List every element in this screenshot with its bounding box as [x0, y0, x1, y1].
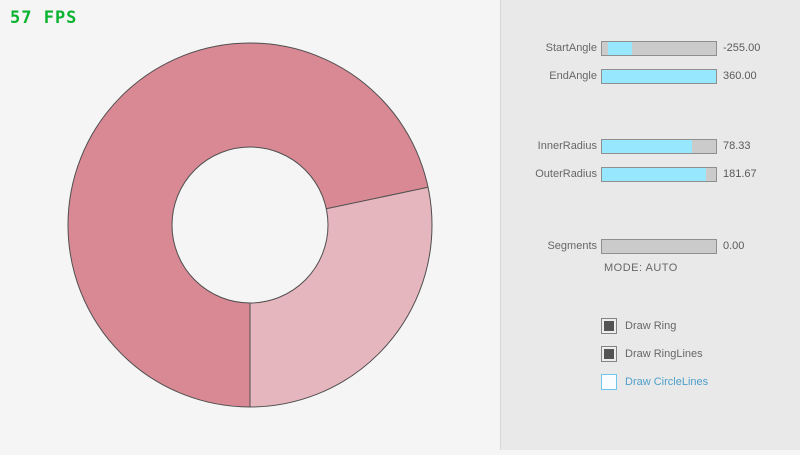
- outerradius-label: OuterRadius: [535, 168, 597, 180]
- ring-line-right: [326, 186, 429, 210]
- segments-value: 0.00: [723, 240, 745, 252]
- outerradius-slider[interactable]: [601, 167, 717, 182]
- segments-label: Segments: [547, 240, 597, 252]
- ring-canvas: [67, 42, 433, 408]
- endangle-slider[interactable]: [601, 69, 717, 84]
- draw-circlelines-label: Draw CircleLines: [625, 376, 709, 388]
- draw-ringlines-label: Draw RingLines: [625, 348, 703, 360]
- outerradius-slider-fill: [602, 168, 706, 181]
- endangle-label: EndAngle: [549, 70, 597, 82]
- innerradius-slider-fill: [602, 140, 693, 153]
- startangle-label: StartAngle: [545, 42, 597, 54]
- ring-sector-dark: [67, 43, 428, 407]
- ring-figure: [67, 42, 433, 408]
- ring-sector-light: [250, 187, 432, 407]
- slider-row-outerradius: OuterRadius 181.67: [501, 167, 800, 182]
- control-panel: StartAngle -255.00 EndAngle 360.00 Inner…: [500, 0, 800, 450]
- innerradius-label: InnerRadius: [537, 140, 597, 152]
- checkbox-row-draw-ring: Draw Ring: [501, 318, 800, 335]
- startangle-slider-fill: [607, 42, 632, 55]
- innerradius-slider[interactable]: [601, 139, 717, 154]
- draw-ring-checkbox[interactable]: [601, 318, 617, 334]
- slider-row-segments: Segments 0.00: [501, 239, 800, 254]
- checkbox-row-draw-ringlines: Draw RingLines: [501, 346, 800, 363]
- segments-mode-text: MODE: AUTO: [604, 262, 678, 274]
- startangle-slider[interactable]: [601, 41, 717, 56]
- innerradius-value: 78.33: [723, 140, 751, 152]
- endangle-slider-fill: [602, 70, 716, 83]
- slider-row-endangle: EndAngle 360.00: [501, 69, 800, 84]
- outerradius-value: 181.67: [723, 168, 757, 180]
- slider-row-innerradius: InnerRadius 78.33: [501, 139, 800, 154]
- segments-slider[interactable]: [601, 239, 717, 254]
- draw-ringlines-checkbox[interactable]: [601, 346, 617, 362]
- checkbox-row-draw-circlelines: Draw CircleLines: [501, 374, 800, 391]
- slider-row-startangle: StartAngle -255.00: [501, 41, 800, 56]
- draw-circlelines-checkbox[interactable]: [601, 374, 617, 390]
- endangle-value: 360.00: [723, 70, 757, 82]
- startangle-value: -255.00: [723, 42, 761, 54]
- fps-counter: 57 FPS: [10, 8, 78, 28]
- ring-outline-inner: [171, 146, 329, 304]
- draw-ring-label: Draw Ring: [625, 320, 677, 332]
